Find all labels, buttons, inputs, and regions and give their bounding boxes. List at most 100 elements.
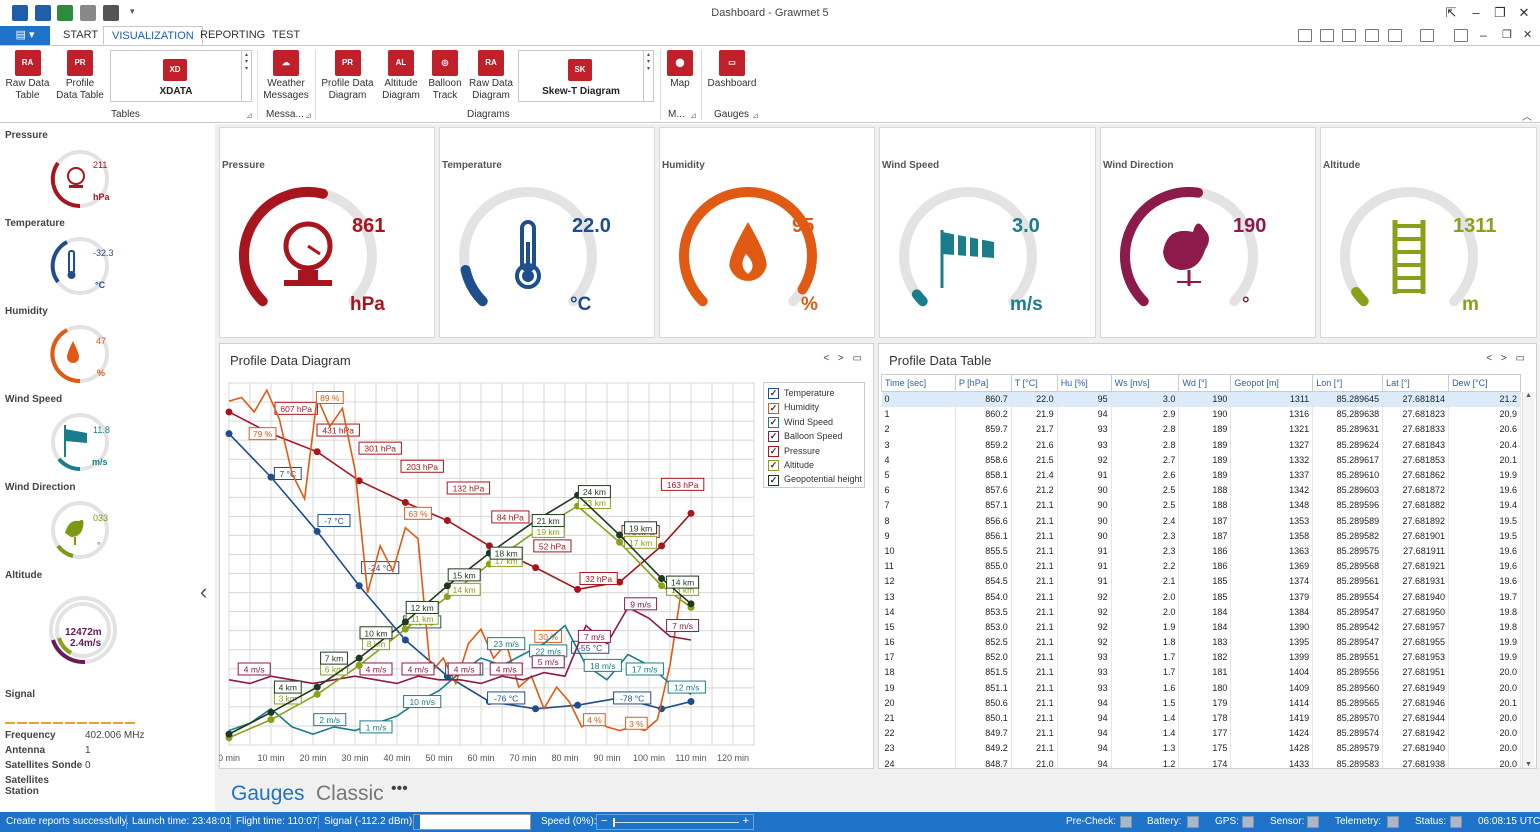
column-header[interactable]: P [hPa] (954, 374, 1012, 392)
minimize-button[interactable]: – (1472, 5, 1480, 20)
map-launcher-icon[interactable]: ⊿ (690, 111, 697, 120)
ribbon-close-icon[interactable]: ✕ (1523, 29, 1533, 41)
legend-checkbox[interactable]: ✓ (768, 460, 779, 472)
file-menu-button[interactable]: ▤ ▾ (0, 26, 50, 45)
split-icon[interactable] (1342, 29, 1356, 42)
help-icon[interactable]: ⇱ (1445, 5, 1457, 20)
table-row[interactable]: 9 856.1 21.1 90 2.3 187 1358 85.289582 27.681901… (881, 528, 1521, 544)
table-row[interactable]: 11 855.0 21.1 91 2.2 186 1369 85.289568 27.68192… (881, 558, 1521, 574)
profile-data-diagram-button[interactable]: PR Profile Data Diagram (320, 50, 375, 102)
collapse-ribbon-icon[interactable]: ︿ (1522, 112, 1532, 123)
column-header[interactable]: Lon [°] (1312, 374, 1384, 392)
legend-checkbox[interactable]: ✓ (768, 445, 779, 457)
close-button[interactable]: ✕ (1518, 5, 1530, 20)
raw-data-diagram-button[interactable]: RA Raw Data Diagram (468, 50, 514, 102)
raw-data-table-button[interactable]: RA Raw Data Table (5, 50, 50, 102)
tab-visualization[interactable]: VISUALIZATION (103, 26, 203, 45)
tab-gauges[interactable]: Gauges (231, 782, 305, 805)
table-row[interactable]: 23 849.2 21.1 94 1.3 175 1428 85.289579 27.68194… (881, 740, 1521, 756)
quick-access-dropdown-icon[interactable]: ▾ (130, 6, 135, 16)
table-row[interactable]: 14 853.5 21.1 92 2.0 184 1384 85.289547 27.68195… (881, 604, 1521, 620)
tables-launcher-icon[interactable]: ⊿ (246, 111, 253, 120)
gauges-launcher-icon[interactable]: ⊿ (752, 111, 759, 120)
legend-checkbox[interactable]: ✓ (768, 402, 779, 414)
gallery-scroll[interactable]: ▴ ▾ ▾ (241, 51, 251, 101)
profile-diagram-controls[interactable]: < > ▭ (823, 353, 865, 364)
column-header[interactable]: Hu [%] (1056, 374, 1112, 392)
table-row[interactable]: 16 852.5 21.1 92 1.8 183 1395 85.289547 27.68195… (881, 634, 1521, 650)
collapse-panel-arrow[interactable]: ‹ (200, 579, 208, 604)
table-row[interactable]: 12 854.5 21.1 91 2.1 185 1374 85.289561 27.68193… (881, 573, 1521, 589)
table-row[interactable]: 4 858.6 21.5 92 2.7 189 1332 85.289617 27.681853… (881, 452, 1521, 468)
messages-launcher-icon[interactable]: ⊿ (305, 111, 312, 120)
profile-table[interactable]: Time [sec] P [hPa] T [°C] Hu [%] Ws [m/s] Wd … (881, 374, 1521, 768)
legend-checkbox[interactable]: ✓ (768, 431, 779, 443)
table-row[interactable]: 10 855.5 21.1 91 2.3 186 1363 85.289575 27.68191… (881, 543, 1521, 559)
legend-checkbox[interactable]: ✓ (768, 474, 779, 486)
column-header[interactable]: Time [sec] (881, 374, 956, 392)
user-icon[interactable] (1454, 29, 1468, 42)
stop-icon[interactable] (103, 5, 119, 21)
columns-icon[interactable] (1320, 29, 1334, 42)
table-row[interactable]: 2 859.7 21.7 93 2.8 189 1321 85.289631 27.681833… (881, 421, 1521, 438)
profile-chart[interactable]: 0 min 10 min 20 min 30 min 40 min 50 min 60 mi… (219, 370, 769, 768)
ribbon-minimize-icon[interactable]: – (1480, 28, 1487, 42)
dashboard-button[interactable]: ▭ Dashboard (706, 50, 758, 90)
legend-item-humidity[interactable]: ✓ Humidity (768, 401, 819, 415)
table-row[interactable]: 3 859.2 21.6 93 2.8 189 1327 85.289624 27.681843… (881, 437, 1521, 453)
speed-slider-thumb[interactable] (613, 818, 615, 827)
table-row[interactable]: 5 858.1 21.4 91 2.6 189 1337 85.289610 27.681862… (881, 467, 1521, 483)
table-row[interactable]: 7 857.1 21.1 90 2.5 188 1348 85.289596 27.681882… (881, 497, 1521, 513)
table-row[interactable]: 22 849.7 21.1 94 1.4 177 1424 85.289574 27.68194… (881, 725, 1521, 741)
column-header[interactable]: Ws [m/s] (1110, 374, 1180, 392)
table-row[interactable]: 19 851.1 21.1 93 1.6 180 1409 85.289560 27.68194… (881, 680, 1521, 696)
tab-test[interactable]: TEST (272, 29, 301, 41)
export-icon[interactable] (57, 5, 73, 21)
altitude-diagram-button[interactable]: AL Altitude Diagram (380, 50, 422, 102)
table-scrollbar[interactable]: ▲ ▼ (1522, 392, 1534, 768)
tab-start[interactable]: START (63, 29, 99, 41)
window-icon[interactable] (1365, 29, 1379, 42)
table-row[interactable]: 8 856.6 21.1 90 2.4 187 1353 85.289589 27.681892… (881, 513, 1521, 529)
column-header[interactable]: Dew [°C] (1448, 374, 1521, 392)
legend-item-temperature[interactable]: ✓ Temperature (768, 387, 835, 401)
layout-icon[interactable] (1298, 29, 1312, 42)
legend-checkbox[interactable]: ✓ (768, 416, 779, 428)
profile-data-table-button[interactable]: PR Profile Data Table (55, 50, 105, 102)
table-row[interactable]: 1 860.2 21.9 94 2.9 190 1316 85.289638 27.681823… (881, 406, 1521, 422)
map-button[interactable]: ⬤ Map (664, 50, 696, 90)
column-header[interactable]: Lat [°] (1382, 374, 1450, 392)
skew-t-gallery[interactable]: SK Skew-T Diagram ▴ ▾ ▾ (518, 50, 654, 102)
speed-slider[interactable]: − + (596, 814, 754, 830)
profile-table-controls[interactable]: < > ▭ (1486, 353, 1528, 364)
table-row[interactable]: 18 851.5 21.1 93 1.7 181 1404 85.289556 27.68195… (881, 664, 1521, 681)
table-row[interactable]: 15 853.0 21.1 92 1.9 184 1390 85.289542 27.68195… (881, 619, 1521, 635)
table-row[interactable]: 20 850.6 21.1 94 1.5 179 1414 85.289565 27.68194… (881, 695, 1521, 711)
tab-reporting[interactable]: REPORTING (200, 29, 266, 41)
power-icon[interactable] (12, 5, 28, 21)
balloon-track-button[interactable]: ◎ Balloon Track (426, 50, 464, 102)
table-row[interactable]: 24 848.7 21.0 94 1.2 174 1433 85.289583 27.68193… (881, 756, 1521, 768)
table-row[interactable]: 13 854.0 21.1 92 2.0 185 1379 85.289554 27.68194… (881, 588, 1521, 605)
column-header[interactable]: Geopot [m] (1230, 374, 1314, 392)
legend-item-wind-speed[interactable]: ✓ Wind Speed (768, 416, 833, 430)
legend-item-altitude[interactable]: ✓ Altitude (768, 459, 814, 473)
table-row[interactable]: 0 860.7 22.0 95 3.0 190 1311 85.289645 27.681814… (881, 391, 1521, 407)
legend-item-geopotential-height[interactable]: ✓ Geopotential height (768, 473, 862, 487)
table-row[interactable]: 21 850.1 21.1 94 1.4 178 1419 85.289570 27.68194… (881, 710, 1521, 726)
ribbon-restore-icon[interactable]: ❐ (1502, 29, 1512, 41)
table-row[interactable]: 17 852.0 21.1 93 1.7 182 1399 85.289551 27.68195… (881, 649, 1521, 665)
column-header[interactable]: Wd [°] (1178, 374, 1232, 392)
legend-item-pressure[interactable]: ✓ Pressure (768, 445, 820, 459)
screen-icon[interactable] (1420, 29, 1434, 42)
weather-messages-button[interactable]: ☁ Weather Messages (262, 50, 310, 102)
column-header[interactable]: T [°C] (1010, 374, 1058, 392)
print-icon[interactable] (80, 5, 96, 21)
xdata-gallery[interactable]: XD XDATA ▴ ▾ ▾ (110, 50, 252, 102)
legend-item-balloon-speed[interactable]: ✓ Balloon Speed (768, 430, 843, 444)
legend-checkbox[interactable]: ✓ (768, 388, 779, 400)
more-tabs-button[interactable]: ••• (391, 780, 408, 797)
tab-classic[interactable]: Classic (316, 782, 384, 805)
restore-button[interactable]: ❐ (1494, 5, 1506, 20)
gallery-scroll[interactable]: ▴ ▾ ▾ (643, 51, 653, 101)
